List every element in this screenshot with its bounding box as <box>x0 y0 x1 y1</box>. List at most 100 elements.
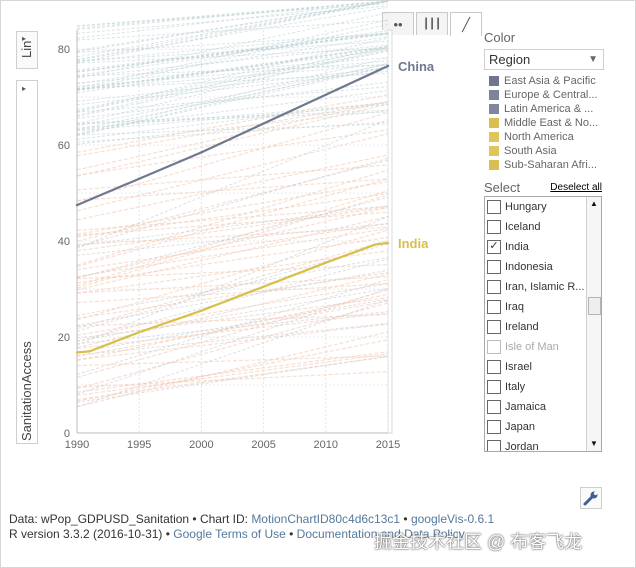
background-trajectory <box>76 5 389 34</box>
checkbox[interactable] <box>487 300 501 314</box>
color-select[interactable]: Region ▼ <box>484 49 604 70</box>
background-trajectory <box>76 222 389 256</box>
checkbox[interactable] <box>487 320 501 334</box>
legend-swatch <box>489 132 499 142</box>
x-tick-label: 2010 <box>314 439 338 451</box>
list-item[interactable]: Hungary <box>485 197 585 217</box>
data-point-china <box>324 93 327 96</box>
checkbox[interactable] <box>487 360 501 374</box>
list-item[interactable]: Jordan <box>485 437 585 451</box>
x-tick-label: 2015 <box>376 439 400 451</box>
wrench-icon <box>583 491 598 506</box>
legend-label: South Asia <box>504 145 557 157</box>
legend-item[interactable]: Latin America & ... <box>484 102 600 116</box>
background-trajectory <box>76 263 389 280</box>
settings-button[interactable] <box>580 487 602 509</box>
background-trajectory <box>76 19 389 89</box>
background-trajectory <box>76 311 389 345</box>
checkbox[interactable] <box>487 400 501 414</box>
chevron-down-icon: ▸ <box>22 34 27 43</box>
background-trajectory <box>76 47 389 125</box>
bar-chart-tab[interactable]: ┃┃┃ <box>416 12 448 35</box>
legend-item[interactable]: Europe & Central... <box>484 88 600 102</box>
color-title: Color <box>484 30 516 45</box>
y-tick-label: 20 <box>58 332 70 344</box>
list-item-label: India <box>505 241 529 253</box>
list-item[interactable]: Jamaica <box>485 397 585 417</box>
background-trajectory <box>76 49 389 112</box>
legend-item[interactable]: North America <box>484 130 600 144</box>
chevron-down-icon: ▸ <box>22 84 27 93</box>
y-tick-label: 80 <box>58 44 70 56</box>
docs-link[interactable]: Documentation and Data Policy <box>296 527 465 541</box>
checkbox[interactable] <box>487 440 501 451</box>
background-trajectory <box>76 178 389 202</box>
list-item[interactable]: Israel <box>485 357 585 377</box>
background-trajectory <box>76 271 389 319</box>
checkbox[interactable] <box>487 420 501 434</box>
list-item[interactable]: Isle of Man <box>485 337 585 357</box>
list-item[interactable]: Iran, Islamic R... <box>485 277 585 297</box>
list-item-label: Iraq <box>505 301 524 313</box>
checkbox[interactable] <box>487 200 501 214</box>
list-item-label: Hungary <box>505 201 547 213</box>
background-trajectory <box>76 196 389 279</box>
chart-id-link[interactable]: MotionChartID80c4d6c13c1 <box>251 512 401 526</box>
checkbox[interactable] <box>487 380 501 394</box>
background-trajectory <box>76 371 389 388</box>
background-trajectory <box>76 30 389 73</box>
scroll-down-icon[interactable]: ▼ <box>590 439 598 448</box>
list-item[interactable]: Indonesia <box>485 257 585 277</box>
background-trajectory <box>76 351 389 393</box>
checkbox[interactable] <box>487 260 501 274</box>
line-chart-icon: ╱ <box>462 16 470 32</box>
y-variable-selector[interactable]: ▸ SanitationAccess <box>16 80 38 444</box>
list-item-label: Ireland <box>505 321 539 333</box>
background-trajectory <box>76 37 389 113</box>
background-trajectory <box>76 190 389 287</box>
scroll-thumb[interactable] <box>588 297 601 315</box>
legend-item[interactable]: Sub-Saharan Afri... <box>484 158 600 172</box>
list-item-label: Israel <box>505 361 532 373</box>
googlevis-link[interactable]: googleVis-0.6.1 <box>410 512 495 526</box>
list-item[interactable]: Japan <box>485 417 585 437</box>
background-trajectory <box>76 47 389 64</box>
legend-item[interactable]: South Asia <box>484 144 600 158</box>
list-item[interactable]: Italy <box>485 377 585 397</box>
terms-link[interactable]: Google Terms of Use <box>173 527 286 541</box>
list-item[interactable]: Ireland <box>485 317 585 337</box>
color-panel: Color Region ▼ East Asia & Pacific Europe… <box>484 30 624 195</box>
background-trajectory <box>76 119 389 249</box>
list-item-label: Iceland <box>505 221 541 233</box>
background-trajectory <box>76 133 389 212</box>
checkbox-checked[interactable]: ✓ <box>487 240 501 254</box>
background-trajectory <box>76 353 389 396</box>
data-point-china <box>386 64 390 68</box>
background-trajectory <box>76 205 389 247</box>
list-scrollbar[interactable]: ▲ ▼ <box>586 197 601 451</box>
checkbox[interactable] <box>487 340 501 354</box>
background-trajectory <box>76 206 389 279</box>
legend-item[interactable]: Middle East & No... <box>484 116 600 130</box>
country-list[interactable]: Hungary Iceland ✓ India Indonesia Iran, Islam… <box>484 196 602 452</box>
background-trajectory <box>76 0 389 64</box>
scroll-up-icon[interactable]: ▲ <box>590 199 598 208</box>
deselect-all-link[interactable]: Deselect all <box>550 182 602 193</box>
x-tick-label: 2000 <box>189 439 213 451</box>
legend-item[interactable]: East Asia & Pacific <box>484 74 600 88</box>
background-trajectory <box>76 32 389 76</box>
checkbox[interactable] <box>487 220 501 234</box>
y-scale-selector[interactable]: ▸ Lin <box>16 31 38 69</box>
list-item[interactable]: Iraq <box>485 297 585 317</box>
data-point-india <box>200 309 203 312</box>
background-trajectory <box>76 278 389 375</box>
bubble-chart-tab[interactable]: •• <box>382 12 414 35</box>
legend-label: Latin America & ... <box>504 103 594 115</box>
y-tick-label: 40 <box>58 236 70 248</box>
list-item[interactable]: Iceland <box>485 217 585 237</box>
data-point-india <box>75 351 79 354</box>
checkbox[interactable] <box>487 280 501 294</box>
list-item[interactable]: ✓ India <box>485 237 585 257</box>
line-chart-tab[interactable]: ╱ <box>450 12 482 36</box>
